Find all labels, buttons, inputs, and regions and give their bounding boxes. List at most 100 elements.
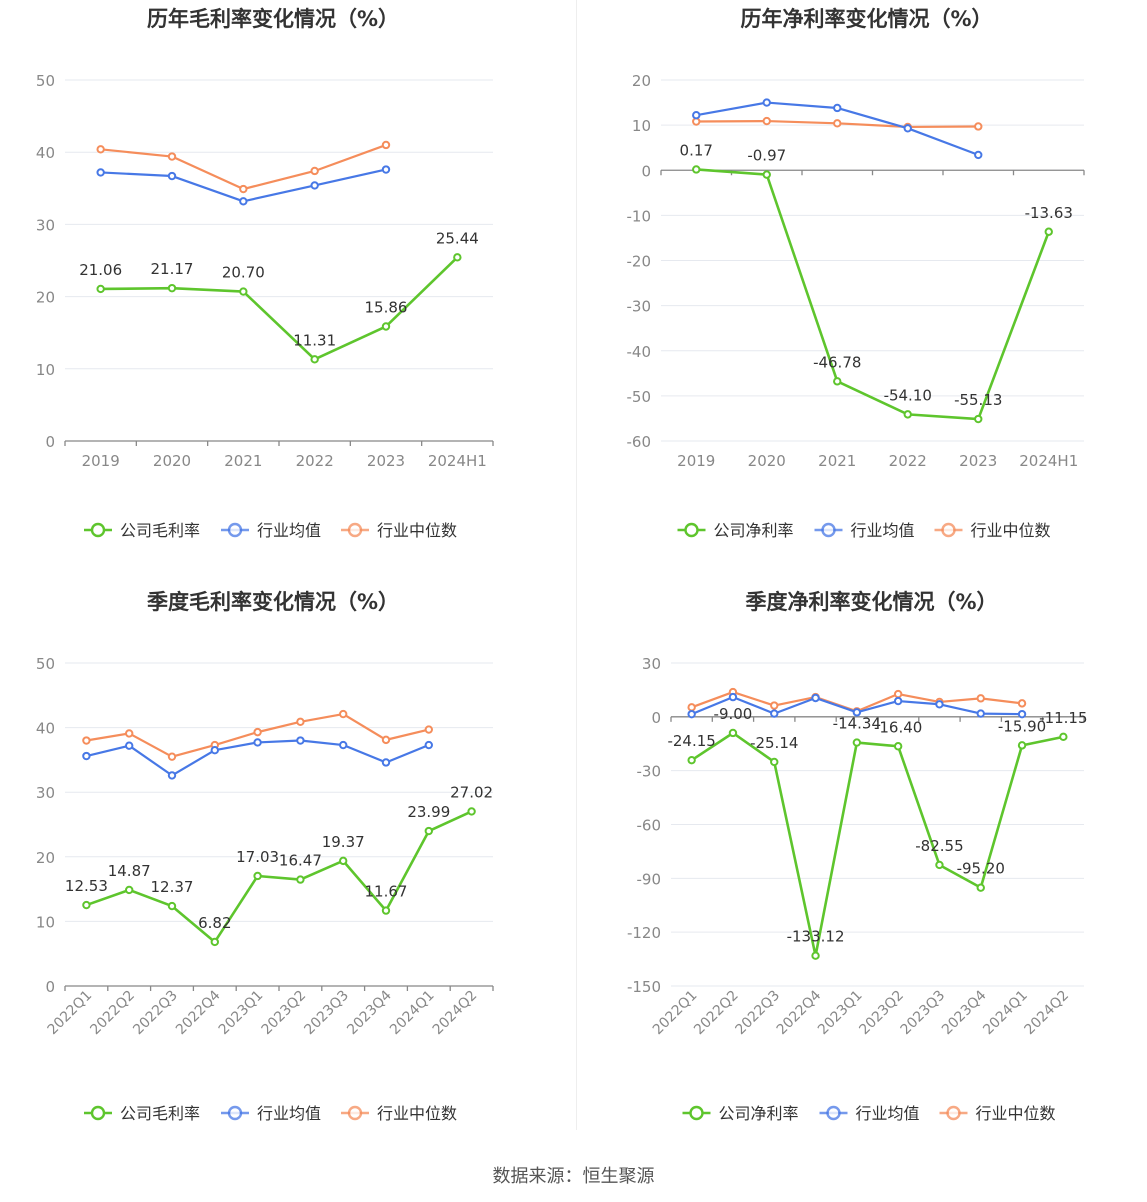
data-point-avg[interactable] (833, 103, 842, 113)
data-point-avg[interactable] (976, 709, 985, 718)
data-point-median[interactable] (1017, 699, 1027, 708)
data-point-company[interactable] (1044, 227, 1053, 236)
data-label: 11.67 (365, 883, 408, 901)
legend-item-company[interactable]: 公司净利率 (682, 1104, 799, 1123)
legend-item-median[interactable]: 行业中位数 (939, 1104, 1056, 1123)
data-point-median[interactable] (339, 709, 348, 719)
data-point-avg[interactable] (167, 171, 177, 181)
y-tick-label: -90 (637, 870, 662, 888)
data-point-avg[interactable] (296, 736, 305, 745)
data-point-avg[interactable] (125, 741, 134, 750)
data-point-company[interactable] (1059, 732, 1068, 742)
data-point-company[interactable] (96, 284, 105, 294)
y-tick-label: 40 (36, 720, 55, 738)
legend-item-company[interactable]: 公司净利率 (677, 521, 794, 540)
legend-item-median[interactable]: 行业中位数 (341, 521, 457, 540)
data-point-median[interactable] (833, 119, 842, 128)
data-point-company[interactable] (424, 826, 433, 836)
series-line-company (690, 731, 1064, 958)
data-point-company[interactable] (210, 937, 220, 947)
x-tick-label: 2022Q2 (87, 988, 138, 1039)
data-point-avg[interactable] (253, 738, 262, 747)
data-point-avg[interactable] (310, 181, 319, 190)
data-point-median[interactable] (687, 703, 696, 712)
data-point-median[interactable] (253, 727, 262, 737)
data-point-avg[interactable] (1017, 709, 1027, 719)
legend-item-avg[interactable]: 行业均值 (814, 521, 915, 540)
data-point-avg[interactable] (852, 708, 862, 717)
data-point-avg[interactable] (935, 700, 944, 709)
data-point-avg[interactable] (770, 709, 779, 718)
data-point-avg[interactable] (381, 758, 391, 767)
data-point-company[interactable] (976, 883, 985, 892)
data-point-avg[interactable] (381, 165, 391, 174)
data-point-company[interactable] (935, 860, 944, 870)
data-point-company[interactable] (453, 253, 462, 262)
data-point-company[interactable] (239, 287, 248, 296)
data-point-company[interactable] (467, 807, 476, 816)
legend-item-median[interactable]: 行业中位数 (341, 1104, 457, 1123)
data-point-company[interactable] (381, 322, 391, 331)
data-point-avg[interactable] (974, 150, 983, 160)
data-point-median[interactable] (762, 116, 771, 126)
legend-item-company[interactable]: 公司毛利率 (84, 1104, 200, 1123)
data-label: -25.14 (750, 734, 798, 752)
data-point-company[interactable] (974, 414, 983, 424)
data-point-company[interactable] (339, 856, 348, 866)
legend-item-median[interactable]: 行业中位数 (934, 521, 1051, 540)
data-point-median[interactable] (893, 689, 903, 699)
data-point-median[interactable] (974, 122, 983, 131)
data-point-median[interactable] (296, 717, 305, 726)
legend-item-company[interactable]: 公司毛利率 (84, 521, 200, 540)
data-point-avg[interactable] (692, 110, 701, 120)
data-point-company[interactable] (381, 906, 391, 915)
data-point-median[interactable] (381, 735, 391, 745)
data-point-avg[interactable] (903, 124, 912, 133)
data-point-company[interactable] (82, 900, 91, 910)
data-point-company[interactable] (125, 885, 134, 895)
data-point-company[interactable] (296, 875, 305, 884)
legend-item-avg[interactable]: 行业均值 (221, 521, 321, 540)
data-point-company[interactable] (770, 757, 779, 767)
data-point-median[interactable] (239, 184, 248, 194)
data-point-company[interactable] (833, 377, 842, 386)
data-point-median[interactable] (381, 140, 391, 150)
data-point-avg[interactable] (728, 692, 738, 702)
legend-item-avg[interactable]: 行业均值 (819, 1104, 920, 1123)
data-point-median[interactable] (125, 729, 134, 738)
data-point-avg[interactable] (96, 168, 105, 177)
data-point-company[interactable] (253, 871, 262, 881)
data-point-avg[interactable] (210, 746, 220, 755)
data-point-company[interactable] (903, 410, 912, 419)
data-point-avg[interactable] (239, 197, 248, 206)
data-point-avg[interactable] (424, 740, 433, 750)
data-point-company[interactable] (687, 755, 696, 765)
data-point-avg[interactable] (339, 740, 348, 750)
data-point-avg[interactable] (82, 751, 91, 761)
data-point-avg[interactable] (167, 771, 177, 780)
data-point-company[interactable] (762, 170, 771, 179)
data-point-median[interactable] (424, 725, 433, 734)
legend-item-avg[interactable]: 行业均值 (221, 1104, 321, 1123)
data-point-company[interactable] (1017, 741, 1027, 750)
data-point-avg[interactable] (811, 693, 820, 703)
data-point-median[interactable] (167, 752, 177, 761)
legend-marker-icon (684, 522, 699, 538)
data-point-company[interactable] (811, 951, 820, 960)
data-point-median[interactable] (167, 152, 177, 161)
data-point-median[interactable] (976, 694, 985, 703)
data-point-median[interactable] (96, 145, 105, 154)
data-point-company[interactable] (167, 901, 177, 911)
data-point-avg[interactable] (893, 696, 903, 706)
data-point-company[interactable] (852, 738, 862, 747)
data-point-median[interactable] (82, 736, 91, 745)
data-point-median[interactable] (770, 701, 779, 710)
data-point-avg[interactable] (762, 98, 771, 107)
data-point-company[interactable] (692, 165, 701, 174)
data-point-avg[interactable] (687, 709, 696, 719)
data-point-company[interactable] (728, 728, 738, 738)
data-point-company[interactable] (893, 742, 903, 751)
data-point-company[interactable] (310, 355, 319, 364)
data-point-company[interactable] (167, 283, 177, 293)
data-point-median[interactable] (310, 166, 319, 176)
